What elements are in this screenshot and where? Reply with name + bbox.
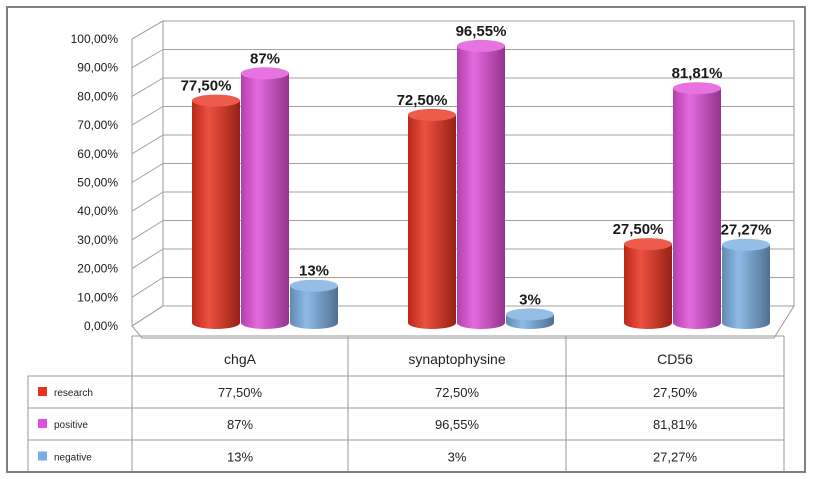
bar-top bbox=[192, 94, 240, 107]
y-axis-ticks: 0,00% 10,00% 20,00% 30,00% 40,00% 50,00% 60,00… bbox=[71, 32, 119, 333]
table-cell: 81,81% bbox=[653, 417, 698, 432]
data-table: chgA synaptophysine CD56 research 77,50% 72,5… bbox=[27, 335, 785, 471]
x-tick-label: CD56 bbox=[657, 351, 693, 367]
x-tick-label: chgA bbox=[224, 351, 257, 367]
gridline-side bbox=[131, 163, 164, 183]
data-label-research: 72,50% bbox=[397, 92, 448, 109]
y-tick-label: 50,00% bbox=[77, 176, 118, 190]
bar-research-0 bbox=[192, 94, 240, 329]
gridline-side bbox=[131, 248, 164, 270]
bars bbox=[192, 39, 770, 330]
bar-top bbox=[624, 238, 672, 251]
bar-body bbox=[241, 73, 289, 329]
table-cell: 87% bbox=[227, 417, 253, 432]
bar-body bbox=[192, 100, 240, 329]
table-cell: 3% bbox=[448, 450, 467, 465]
y-tick-label: 90,00% bbox=[77, 61, 118, 75]
gridline-side bbox=[131, 49, 164, 69]
data-label-negative: 27,27% bbox=[721, 222, 772, 239]
data-label-positive: 96,55% bbox=[456, 23, 507, 40]
chart-svg: 0,00% 10,00% 20,00% 30,00% 40,00% 50,00% 60,00… bbox=[27, 20, 795, 471]
bar-top bbox=[241, 67, 289, 80]
gridline-side bbox=[131, 305, 164, 327]
bar-top bbox=[290, 279, 338, 292]
bar-top bbox=[457, 39, 505, 52]
y-tick-label: 80,00% bbox=[77, 89, 118, 103]
y-tick-label: 70,00% bbox=[77, 118, 118, 132]
data-label-research: 27,50% bbox=[613, 221, 664, 238]
bar-research-2 bbox=[624, 238, 672, 329]
data-label-negative: 13% bbox=[299, 263, 329, 280]
bar-body bbox=[457, 45, 505, 330]
gridline-side bbox=[131, 20, 164, 40]
bar-negative-0 bbox=[290, 279, 338, 329]
bar-research-1 bbox=[408, 108, 456, 329]
table-border bbox=[27, 375, 785, 471]
bar-body bbox=[290, 285, 338, 329]
bar-body bbox=[624, 244, 672, 329]
bar-positive-1 bbox=[457, 39, 505, 330]
data-label-positive: 87% bbox=[250, 50, 280, 67]
table-cell: 27,50% bbox=[653, 385, 698, 400]
gridline-side bbox=[131, 106, 164, 126]
bar-top bbox=[673, 82, 721, 95]
table-cell: 77,50% bbox=[218, 385, 263, 400]
y-tick-label: 60,00% bbox=[77, 147, 118, 161]
legend-label-research: research bbox=[54, 388, 93, 399]
gridline-side bbox=[131, 134, 164, 155]
y-tick-label: 40,00% bbox=[77, 204, 118, 218]
y-tick-label: 30,00% bbox=[77, 233, 118, 247]
chart-frame: 0,00% 10,00% 20,00% 30,00% 40,00% 50,00% 60,00… bbox=[6, 6, 806, 473]
legend-swatch-negative bbox=[38, 451, 47, 461]
bar-top bbox=[722, 238, 770, 251]
bar-top bbox=[506, 308, 554, 321]
y-tick-label: 10,00% bbox=[77, 290, 118, 304]
gridline-side bbox=[131, 191, 164, 212]
bar-negative-1 bbox=[506, 308, 554, 329]
bar-body bbox=[722, 244, 770, 329]
x-tick-label: synaptophysine bbox=[408, 351, 506, 367]
bar-body bbox=[408, 114, 456, 329]
bar-negative-2 bbox=[722, 238, 770, 329]
gridline-side bbox=[131, 220, 164, 241]
bar-positive-0 bbox=[241, 67, 289, 329]
y-tick-label: 0,00% bbox=[84, 319, 118, 333]
table-cell: 13% bbox=[227, 450, 253, 465]
legend-label-positive: positive bbox=[54, 420, 88, 431]
table-cell: 27,27% bbox=[653, 450, 698, 465]
gridline-side bbox=[131, 277, 164, 298]
bar-top bbox=[408, 108, 456, 121]
data-labels: 77,50% 87% 13% 72,50% 96,55% 3% 27,50% 81,81% 27… bbox=[181, 23, 772, 308]
gridline-side bbox=[131, 77, 164, 97]
table-cell: 72,50% bbox=[435, 385, 480, 400]
table-cell: 96,55% bbox=[435, 417, 480, 432]
bar-body bbox=[673, 88, 721, 330]
legend-swatch-research bbox=[38, 387, 47, 396]
data-label-negative: 3% bbox=[519, 291, 541, 308]
y-tick-label: 20,00% bbox=[77, 262, 118, 276]
y-tick-label: 100,00% bbox=[71, 32, 119, 46]
data-label-research: 77,50% bbox=[181, 78, 232, 95]
legend-swatch-positive bbox=[38, 419, 47, 428]
legend-label-negative: negative bbox=[54, 453, 92, 464]
bar-positive-2 bbox=[673, 82, 721, 330]
data-label-positive: 81,81% bbox=[672, 65, 723, 82]
